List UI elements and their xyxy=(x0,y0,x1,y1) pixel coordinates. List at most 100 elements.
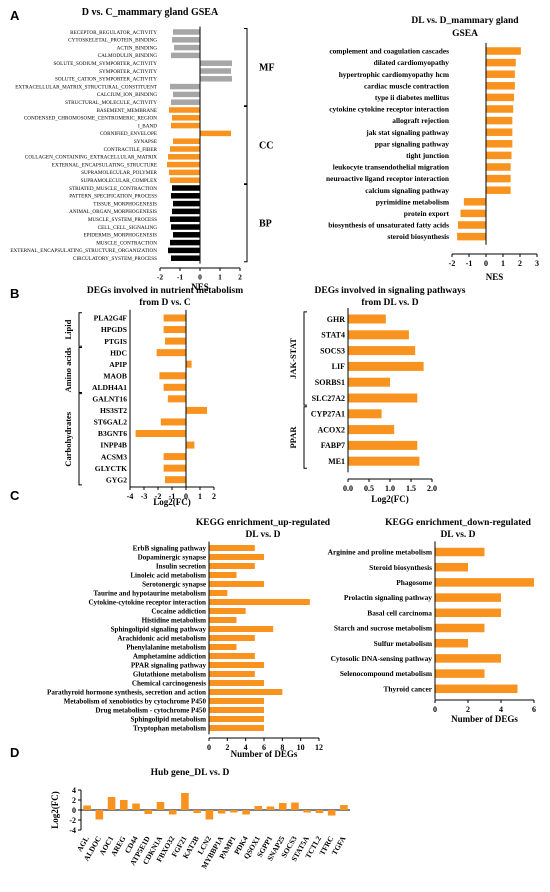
chart-a1-group-bracket-cc xyxy=(244,105,248,185)
chart-b1-x-label: Log2(FC) xyxy=(153,497,191,507)
chart-a2-tick-label: 3 xyxy=(535,259,539,268)
chart-b1-group-label: Amino acids xyxy=(63,347,73,393)
chart-b2-category-label: CYP27A1 xyxy=(311,410,345,419)
chart-b1-category-label: APIP xyxy=(109,360,127,369)
chart-c2-category-label: Cytosolic DNA-sensing pathway xyxy=(331,654,433,663)
chart-c2-category-label: Steroid biosynthesis xyxy=(369,563,432,572)
chart-a1-bar-cytoskeletal-protein-binding xyxy=(172,37,200,43)
chart-b1-title: DEGs involved in nutrient metabolism xyxy=(87,286,243,296)
chart-b1-group-label: Lipid xyxy=(63,319,73,339)
chart-c1-category-label: Histidine metabolism xyxy=(142,616,207,624)
chart-b2-bar-me1 xyxy=(348,456,420,466)
chart-a1-bar-tissue-morphogenesis xyxy=(173,200,200,207)
chart-d-bar-pdk4 xyxy=(242,810,250,815)
chart-b2-tick-label: 1.0 xyxy=(385,484,395,493)
chart-b1-group-bracket-lipid xyxy=(78,312,82,347)
chart-a2-category-label: cardiac muscle contraction xyxy=(364,81,449,90)
chart-a1-category-label: SUPRAMOLECULAR_POLYMER xyxy=(81,170,157,176)
chart-a1-category-label: MUSCLE_CONTRACTION xyxy=(96,240,157,246)
chart-b1-bar-hpgds xyxy=(163,326,186,334)
chart-c2-bar-selenocompound-metabolism xyxy=(435,669,485,678)
chart-b2-category-label: ACOX2 xyxy=(317,425,345,434)
chart-a1-bar-supramolecular-complex xyxy=(170,177,200,183)
chart-a1-category-label: CORNIFIED_ENVELOPE xyxy=(100,131,157,137)
chart-a1-category-label: CALCIUM_ION_BINDING xyxy=(97,92,157,98)
chart-c2-title: KEGG enrichment_down-regulated xyxy=(385,518,531,528)
panel-letter-c: C xyxy=(10,488,20,503)
chart-b1-group-label: Carbohydrates xyxy=(63,411,73,466)
chart-b1-category-label: ST6GAL2 xyxy=(94,418,128,427)
chart-b2-group-label: PPAR xyxy=(288,426,298,449)
chart-a1-bar-pattern-specification-process xyxy=(171,193,200,199)
chart-a1-category-label: SYNAPSE xyxy=(134,139,157,145)
chart-b2-category-label: ME1 xyxy=(328,457,345,466)
chart-c1-category-label: Linoleic acid metabolism xyxy=(130,571,206,579)
chart-b2-bar-slc27a2 xyxy=(348,393,418,403)
chart-a1-bar-animal-organ-morphogenesis xyxy=(172,208,200,215)
chart-b1-category-label: INPP4B xyxy=(100,441,127,450)
panel-letter-b: B xyxy=(10,286,19,301)
chart-a1-bar-actin-binding xyxy=(174,44,200,51)
chart-c2-tick-label: 4 xyxy=(499,705,503,714)
chart-a2-category-label: cytokine cytokine receptor interaction xyxy=(329,105,449,114)
chart-c2-category-label: Thyroid cancer xyxy=(383,684,432,693)
chart-c1-tick-label: 12 xyxy=(315,743,323,752)
chart-b1-bar-b3gnt6 xyxy=(135,430,186,437)
chart-b2-bar-acox2 xyxy=(348,425,395,435)
chart-a1-category-label: TISSUE_MORPHOGENESIS xyxy=(93,201,157,207)
chart-b1-bar-hdc xyxy=(156,349,186,357)
chart-d-bar-pamp1 xyxy=(230,810,238,813)
chart-c2-tick-label: 6 xyxy=(532,705,536,714)
chart-a1-tick-label: -1 xyxy=(177,273,183,282)
chart-b1-tick-label: 1 xyxy=(198,492,202,501)
chart-a1-category-label: CIRCULATORY_SYSTEM_PROCESS xyxy=(73,256,157,262)
chart-a1-category-label: STRUCTURAL_MOLECULE_ACTIVITY xyxy=(65,100,157,106)
chart-b2-x-label: Log2(FC) xyxy=(371,494,409,504)
chart-d-bar-fbxo32 xyxy=(168,810,177,815)
chart-a2-category-label: allograft rejection xyxy=(392,116,449,125)
chart-c1-tick-label: 6 xyxy=(262,743,266,752)
chart-b2-bar-fabp7 xyxy=(348,440,418,450)
chart-b1-group-bracket-amino-acids xyxy=(78,346,82,393)
chart-b1-bar-aldh4a1 xyxy=(163,383,186,391)
chart-c1-bar-insulin-secretion xyxy=(209,563,255,569)
chart-c2-bar-starch-and-sucrose-metabolism xyxy=(435,623,485,633)
chart-b1-bar-hs3st2 xyxy=(186,406,207,414)
chart-d-bar-socs3 xyxy=(291,802,299,810)
chart-a2-category-label: pyrimidine metabolism xyxy=(376,197,450,206)
chart-c2-tick-label: 2 xyxy=(466,705,470,714)
chart-c1-bar-cytokine-cytokine-receptor-interaction xyxy=(209,599,310,605)
chart-d-tick-label: 4 xyxy=(72,786,76,795)
chart-b1-bar-apip xyxy=(186,360,192,368)
chart-a1-bar-extracellular-matrix-structural-constituent xyxy=(170,83,200,90)
chart-b2-bar-lif xyxy=(348,361,424,371)
chart-a2-category-label: protein export xyxy=(404,209,450,218)
chart-a2-category-label: tight junction xyxy=(406,151,449,160)
chart-a1-title: D vs. C_mammary gland GSEA xyxy=(82,7,219,18)
chart-c1-bar-erbb-signaling-pathway xyxy=(209,545,255,551)
chart-c1-bar-linoleic-acid-metabolism xyxy=(209,572,237,578)
chart-a2-category-label: ppar signaling pathway xyxy=(375,139,450,148)
chart-c1-x-label: Number of DEGs xyxy=(231,749,298,759)
chart-c2-category-label: Phagosome xyxy=(396,578,432,587)
chart-b2-bar-ghr xyxy=(348,314,386,324)
chart-a2-x-label: NES xyxy=(486,272,504,282)
chart-d-bar-tgfa xyxy=(340,805,348,810)
chart-a1-bar-circulatory-system-process xyxy=(171,255,200,261)
chart-c1-category-label: ErbB signaling pathway xyxy=(133,544,207,552)
chart-c1-category-label: Amphetamine addiction xyxy=(133,652,206,660)
chart-b2-group-bracket-ppar xyxy=(303,406,307,469)
chart-d-bar-fgf21 xyxy=(181,793,189,810)
chart-c2-bar-steroid-biosynthesis xyxy=(435,562,468,572)
chart-b1-category-label: GLYCTK xyxy=(95,464,127,473)
chart-a2-bar-leukocyte-transendothelial-migration xyxy=(486,163,511,171)
chart-a1-category-label: EPIDERMIS_MORPHOGENESIS xyxy=(84,233,158,239)
chart-c1-category-label: Insulin secretion xyxy=(156,562,206,570)
chart-a2-category-label: calcium signaling pathway xyxy=(365,186,449,195)
chart-a1-category-label: EXTERNAL_ENCAPSULATING_STRUCTURE xyxy=(52,162,157,168)
chart-c2-bar-prolactin-signaling-pathway xyxy=(435,593,501,602)
panel-letter-d: D xyxy=(10,745,19,760)
chart-c1-category-label: Sphingolipid metabolism xyxy=(131,715,207,723)
chart-c2-x-label: Number of DEGs xyxy=(451,714,518,724)
chart-b1-category-label: ALDH4A1 xyxy=(92,383,127,392)
